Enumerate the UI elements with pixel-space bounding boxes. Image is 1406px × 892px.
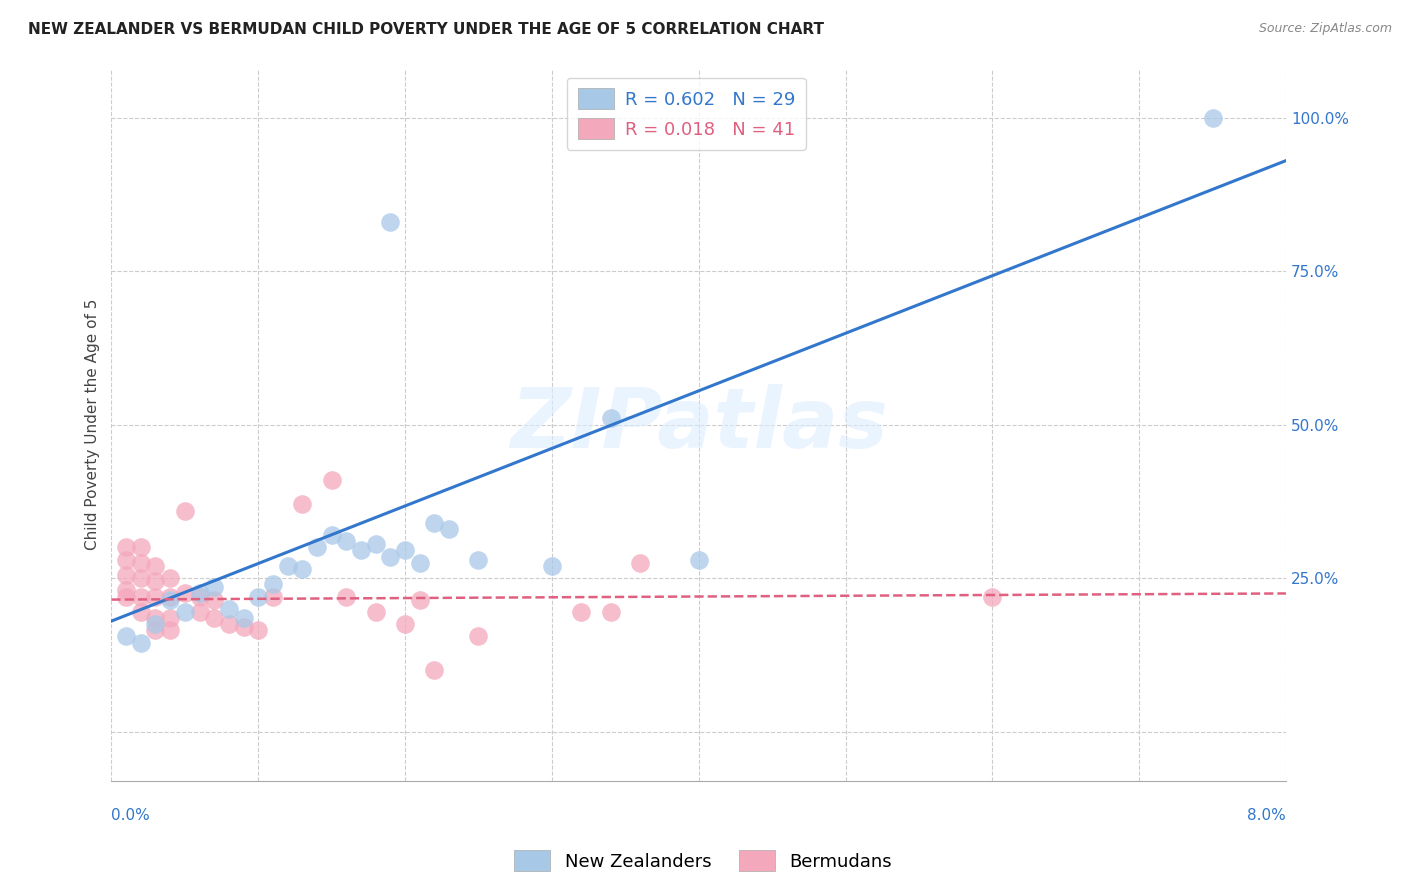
Point (202, 592, 225, 607)
Point (335, 534, 357, 549)
Point (688, 552, 710, 566)
Y-axis label: Child Poverty Under the Age of 5: Child Poverty Under the Age of 5 (86, 299, 100, 550)
Point (145, 574, 167, 589)
Point (159, 611, 181, 625)
Text: NEW ZEALANDER VS BERMUDAN CHILD POVERTY UNDER THE AGE OF 5 CORRELATION CHART: NEW ZEALANDER VS BERMUDAN CHILD POVERTY … (28, 22, 824, 37)
Point (335, 590, 357, 604)
Point (129, 635, 152, 649)
Legend: R = 0.602   N = 29, R = 0.018   N = 41: R = 0.602 N = 29, R = 0.018 N = 41 (567, 78, 806, 150)
Point (188, 590, 211, 604)
Point (129, 556, 152, 570)
Point (467, 552, 489, 566)
Point (394, 617, 416, 632)
Point (115, 583, 138, 598)
Point (202, 580, 225, 594)
Point (145, 590, 167, 604)
Point (145, 611, 167, 625)
Point (262, 577, 284, 591)
Point (1201, 111, 1223, 125)
Point (159, 590, 181, 604)
Point (145, 558, 167, 573)
Point (115, 552, 138, 566)
Point (218, 617, 240, 632)
Point (981, 590, 1004, 604)
Point (115, 629, 138, 643)
Point (380, 215, 402, 229)
Point (159, 592, 181, 607)
Point (262, 590, 284, 604)
Point (188, 586, 211, 600)
Text: 8.0%: 8.0% (1247, 808, 1286, 823)
Text: ZIPatlas: ZIPatlas (510, 384, 887, 465)
Point (409, 592, 432, 607)
Point (232, 611, 254, 625)
Point (115, 568, 138, 582)
Text: Source: ZipAtlas.com: Source: ZipAtlas.com (1258, 22, 1392, 36)
Point (115, 541, 138, 555)
Point (129, 571, 152, 585)
Point (173, 586, 195, 600)
Point (364, 605, 387, 619)
Point (159, 624, 181, 638)
Point (423, 516, 446, 530)
Point (394, 543, 416, 558)
Point (569, 605, 592, 619)
Point (541, 558, 564, 573)
Point (291, 562, 314, 576)
Point (145, 624, 167, 638)
Point (321, 473, 343, 487)
Point (232, 620, 254, 634)
Point (321, 528, 343, 542)
Point (423, 663, 446, 677)
Point (159, 571, 181, 585)
Point (173, 503, 195, 517)
Point (437, 522, 460, 536)
Point (145, 617, 167, 632)
Point (247, 590, 270, 604)
Point (129, 590, 152, 604)
Point (628, 556, 651, 570)
Point (129, 541, 152, 555)
Point (599, 411, 621, 425)
Point (218, 602, 240, 616)
Text: 0.0%: 0.0% (111, 808, 150, 823)
Point (291, 497, 314, 511)
Point (202, 611, 225, 625)
Legend: New Zealanders, Bermudans: New Zealanders, Bermudans (508, 843, 898, 879)
Point (364, 537, 387, 551)
Point (467, 629, 489, 643)
Point (277, 558, 299, 573)
Point (350, 543, 373, 558)
Point (188, 605, 211, 619)
Point (247, 624, 270, 638)
Point (305, 541, 328, 555)
Point (380, 549, 402, 564)
Point (173, 605, 195, 619)
Point (129, 605, 152, 619)
Point (115, 590, 138, 604)
Point (409, 556, 432, 570)
Point (599, 605, 621, 619)
